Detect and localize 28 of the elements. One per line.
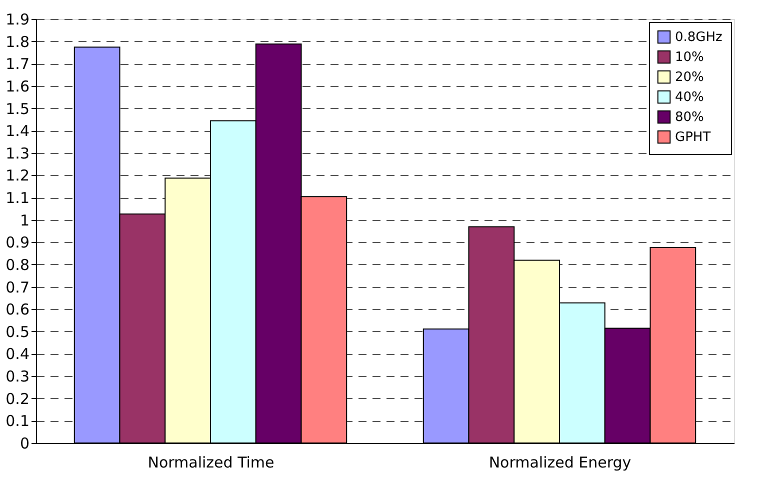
y-tick-label: 0.5 [6, 322, 30, 341]
y-tick-label: 0 [20, 434, 30, 452]
y-tick-label: 1.8 [6, 32, 30, 51]
legend-label: 80% [675, 110, 704, 125]
y-tick-label: 1.5 [6, 100, 30, 118]
y-tick-label: 1.3 [6, 144, 30, 162]
y-tick-label: 0.4 [6, 345, 30, 364]
y-tick-label: 0.2 [6, 390, 30, 408]
y-tick-label: 0.1 [6, 412, 30, 430]
y-tick-label: 0.6 [6, 300, 30, 319]
y-tick-label: 1 [20, 211, 30, 230]
y-tick-label: 1.2 [6, 166, 30, 185]
y-tick-label: 0.7 [6, 278, 30, 296]
x-tick-label: Normalized Energy [488, 454, 632, 472]
y-tick-label: 1.1 [6, 189, 30, 208]
legend-label: 0.8GHz [675, 30, 723, 45]
y-tick-label: 1.7 [6, 55, 30, 74]
x-tick-label: Normalized Time [148, 454, 274, 472]
legend-label: 20% [675, 70, 704, 85]
y-tick-label: 0.9 [6, 234, 30, 252]
y-tick-label: 0.3 [6, 368, 30, 386]
y-tick-label: 1.4 [6, 122, 30, 140]
y-tick-label: 0.8 [6, 256, 30, 274]
legend-label: 40% [675, 90, 704, 105]
legend-label: 10% [675, 50, 704, 65]
y-tick-label: 1.9 [6, 10, 30, 28]
legend-label: GPHT [675, 130, 711, 145]
y-tick-label: 1.6 [6, 77, 30, 96]
